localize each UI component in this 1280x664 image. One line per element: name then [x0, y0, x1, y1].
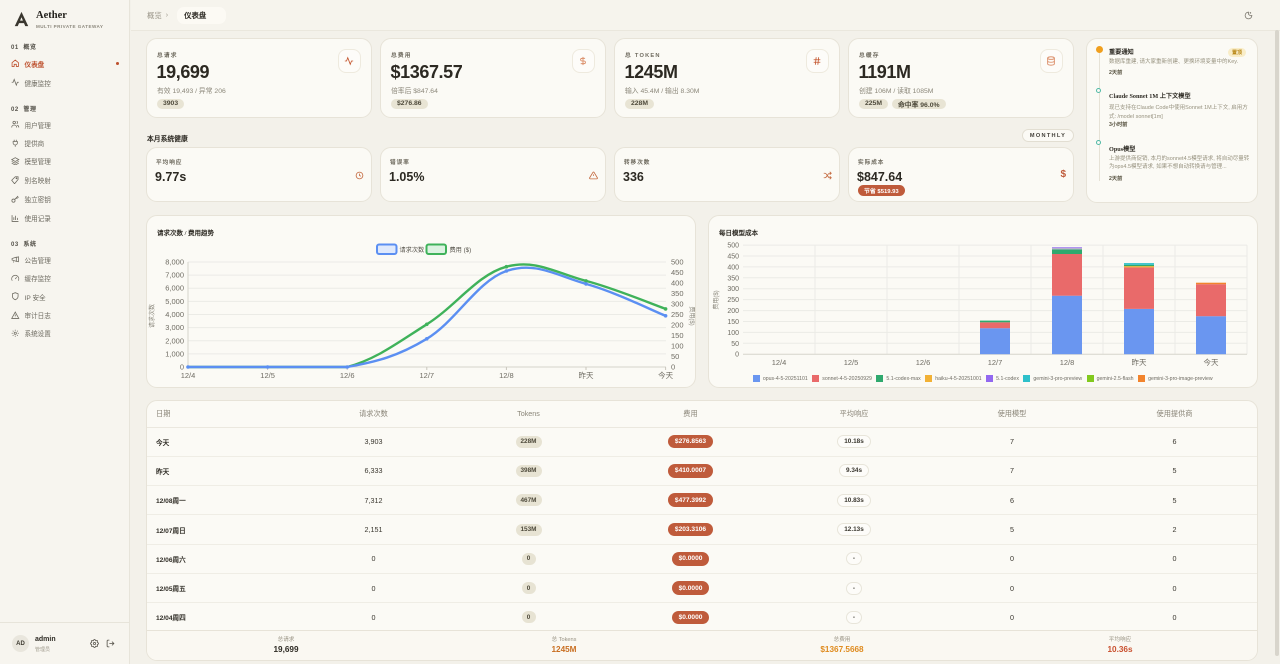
svg-text:350: 350: [727, 275, 739, 282]
svg-text:250: 250: [671, 310, 684, 319]
svg-text:5,000: 5,000: [165, 297, 184, 306]
svg-text:12/6: 12/6: [340, 371, 355, 380]
svg-text:请求次数: 请求次数: [400, 246, 426, 254]
svg-text:150: 150: [671, 331, 684, 340]
svg-text:12/5: 12/5: [844, 358, 859, 367]
svg-text:今天: 今天: [658, 370, 673, 380]
svg-text:200: 200: [671, 321, 684, 330]
svg-text:今天: 今天: [1204, 357, 1220, 367]
svg-text:150: 150: [727, 319, 739, 326]
svg-text:12/6: 12/6: [916, 358, 931, 367]
svg-text:请求次数: 请求次数: [148, 304, 156, 328]
svg-text:7,000: 7,000: [165, 271, 184, 280]
svg-text:100: 100: [727, 330, 739, 337]
svg-text:300: 300: [727, 286, 739, 293]
svg-text:400: 400: [727, 264, 739, 271]
svg-text:2,000: 2,000: [165, 336, 184, 345]
svg-text:昨天: 昨天: [579, 370, 594, 380]
svg-text:8,000: 8,000: [165, 258, 184, 267]
svg-text:费用($): 费用($): [688, 306, 695, 325]
svg-text:12/8: 12/8: [1060, 358, 1075, 367]
svg-text:450: 450: [671, 268, 684, 277]
svg-text:12/5: 12/5: [260, 371, 275, 380]
svg-text:费用($): 费用($): [712, 290, 720, 309]
svg-text:12/4: 12/4: [181, 371, 196, 380]
svg-text:12/4: 12/4: [772, 358, 787, 367]
svg-text:350: 350: [671, 289, 684, 298]
svg-text:100: 100: [671, 342, 684, 351]
svg-text:6,000: 6,000: [165, 284, 184, 293]
svg-text:50: 50: [671, 352, 679, 361]
svg-text:0: 0: [671, 363, 675, 372]
svg-text:3,000: 3,000: [165, 323, 184, 332]
svg-text:12/8: 12/8: [499, 371, 514, 380]
svg-text:4,000: 4,000: [165, 310, 184, 319]
svg-text:300: 300: [671, 300, 684, 309]
svg-text:500: 500: [727, 243, 739, 250]
svg-text:费用 ($): 费用 ($): [450, 246, 472, 254]
svg-text:50: 50: [731, 341, 739, 348]
svg-text:0: 0: [180, 363, 184, 372]
svg-text:450: 450: [727, 254, 739, 261]
svg-text:0: 0: [735, 352, 739, 359]
svg-text:12/7: 12/7: [419, 371, 434, 380]
svg-text:250: 250: [727, 297, 739, 304]
svg-text:500: 500: [671, 258, 684, 267]
svg-text:200: 200: [727, 308, 739, 315]
svg-text:12/7: 12/7: [988, 358, 1003, 367]
svg-text:昨天: 昨天: [1132, 357, 1148, 367]
svg-text:400: 400: [671, 279, 684, 288]
svg-text:1,000: 1,000: [165, 349, 184, 358]
